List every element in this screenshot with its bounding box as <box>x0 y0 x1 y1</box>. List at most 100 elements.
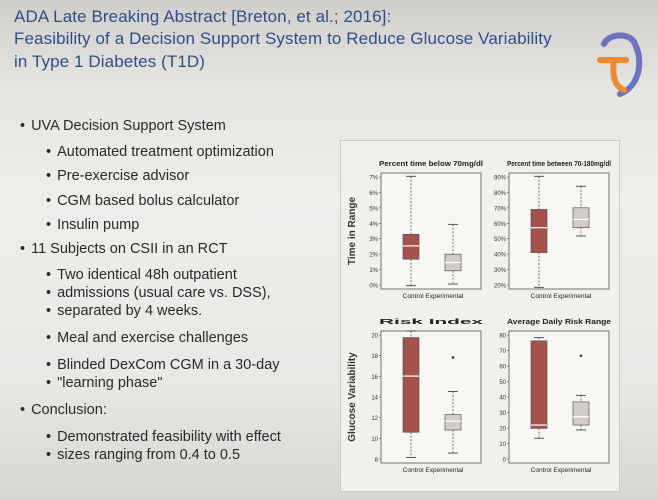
bullet-item: • UVA Decision Support System <box>20 118 226 135</box>
bullet-text: Conclusion: <box>31 402 107 418</box>
bullet-dot-icon: • <box>46 357 52 373</box>
y-tick-label: 70 <box>499 349 506 355</box>
box-experimental <box>572 207 590 229</box>
y-tick-label: 14 <box>371 396 378 402</box>
x-axis-labels: Control Experimental <box>531 467 592 474</box>
y-tick-label: 0 <box>503 458 507 464</box>
chart-title: Risk Index <box>379 319 483 326</box>
bullet-text: separated by 4 weeks. <box>57 303 203 319</box>
bullet-dot-icon: • <box>20 241 26 257</box>
bullet-item: • CGM based bolus calculator <box>46 193 239 210</box>
y-tick-label: 70% <box>494 206 507 212</box>
x-axis-labels: Control Experimental <box>531 293 592 300</box>
x-axis-labels: Control Experimental <box>403 467 464 474</box>
bullet-item: • Insulin pump <box>46 217 139 234</box>
bullet-dot-icon: • <box>46 285 52 301</box>
row-label: Glucose Variability <box>347 352 358 442</box>
bullet-text: admissions (usual care vs. DSS), <box>57 285 271 301</box>
bullet-item: • "learning phase" <box>46 375 163 392</box>
chart-panel: Time in Range Glucose Variability Percent … <box>340 140 620 492</box>
bullet-text: Two identical 48h outpatient <box>57 267 237 283</box>
y-tick-label: 30% <box>494 268 507 274</box>
bullet-text: CGM based bolus calculator <box>57 193 240 209</box>
bullet-text: Blinded DexCom CGM in a 30-day <box>57 357 280 373</box>
y-tick-label: 6% <box>369 191 378 197</box>
bullet-dot-icon: • <box>20 402 26 418</box>
bullet-dot-icon: • <box>46 447 52 463</box>
bullet-text: UVA Decision Support System <box>31 118 226 134</box>
bullet-text: Demonstrated feasibility with effect <box>57 429 281 445</box>
y-tick-label: 3% <box>369 237 378 243</box>
y-tick-label: 12 <box>371 416 378 422</box>
y-tick-label: 80% <box>494 191 507 197</box>
box-plot-grid: Time in Range Glucose Variability Percent … <box>347 161 611 474</box>
slide-title-line-2: Feasibility of a Decision Support System… <box>14 29 552 48</box>
chart-title: Percent time between 70-180mg/dl <box>507 161 611 168</box>
y-tick-label: 30 <box>499 411 506 417</box>
y-tick-label: 40 <box>499 396 506 402</box>
y-tick-label: 8 <box>375 458 379 464</box>
bullet-item: • Pre-exercise advisor <box>46 168 189 185</box>
row-label: Time in Range <box>347 196 358 265</box>
bullet-dot-icon: • <box>46 193 52 209</box>
y-tick-label: 60 <box>499 365 506 371</box>
x-axis-labels: Control Experimental <box>403 293 464 300</box>
y-tick-label: 0% <box>369 284 378 290</box>
y-tick-label: 60% <box>494 222 507 228</box>
bullet-text: Insulin pump <box>57 217 140 233</box>
bullet-dot-icon: • <box>46 330 52 346</box>
bullet-item: • Blinded DexCom CGM in a 30-day <box>46 357 280 374</box>
bullet-dot-icon: • <box>46 168 52 184</box>
bullet-dot-icon: • <box>46 144 52 160</box>
bullet-item: • Two identical 48h outpatient <box>46 267 237 284</box>
bullet-text: Meal and exercise challenges <box>57 330 249 346</box>
bullet-dot-icon: • <box>46 267 52 283</box>
bullet-item: • separated by 4 weeks. <box>46 303 202 320</box>
bullet-dot-icon: • <box>46 429 52 445</box>
bullet-dot-icon: • <box>46 375 52 391</box>
plot-frame <box>508 172 610 290</box>
chart-title: Average Daily Risk Range <box>507 319 611 326</box>
y-tick-label: 40% <box>494 253 507 259</box>
y-tick-label: 16 <box>371 375 378 381</box>
bullet-item: • Demonstrated feasibility with effect <box>46 429 281 446</box>
y-tick-label: 1% <box>369 268 378 274</box>
y-tick-label: 20 <box>499 427 506 433</box>
bullet-item: • admissions (usual care vs. DSS), <box>46 285 271 302</box>
bullet-text: 11 Subjects on CSII in an RCT <box>31 241 228 257</box>
y-tick-label: 10 <box>499 442 506 448</box>
bullet-dot-icon: • <box>46 217 52 233</box>
bullet-item: • Automated treatment optimization <box>46 144 274 161</box>
bullet-text: Automated treatment optimization <box>57 144 274 160</box>
y-tick-label: 80 <box>499 334 506 340</box>
y-tick-label: 4% <box>369 222 378 228</box>
slide-title-line-3: in Type 1 Diabetes (T1D) <box>14 52 206 71</box>
bullet-item: • Conclusion: <box>20 402 107 419</box>
y-tick-label: 20 <box>371 334 378 340</box>
y-tick-label: 10 <box>371 437 378 443</box>
y-tick-label: 90% <box>494 176 507 182</box>
bullet-text: Pre-exercise advisor <box>57 168 190 184</box>
bullet-item: • 11 Subjects on CSII in an RCT <box>20 241 227 258</box>
box-control <box>530 209 548 253</box>
box-experimental <box>572 401 590 426</box>
box-control <box>402 337 420 433</box>
bullet-text: sizes ranging from 0.4 to 0.5 <box>57 447 241 463</box>
plot-frame <box>508 330 610 464</box>
y-tick-label: 20% <box>494 284 507 290</box>
slide-title-line-1: ADA Late Breaking Abstract [Breton, et a… <box>14 7 392 26</box>
y-tick-label: 2% <box>369 253 378 259</box>
plot-frame <box>380 172 482 290</box>
y-tick-label: 5% <box>369 206 378 212</box>
uva-logo-icon <box>597 32 643 97</box>
bullet-dot-icon: • <box>46 303 52 319</box>
y-tick-label: 7% <box>369 176 378 182</box>
y-tick-label: 50% <box>494 237 507 243</box>
box-control <box>402 233 420 260</box>
plot-frame <box>380 330 482 464</box>
outlier-point <box>579 354 583 358</box>
bullet-item: • Meal and exercise challenges <box>46 330 248 347</box>
y-tick-label: 18 <box>371 354 378 360</box>
box-experimental <box>444 414 462 431</box>
